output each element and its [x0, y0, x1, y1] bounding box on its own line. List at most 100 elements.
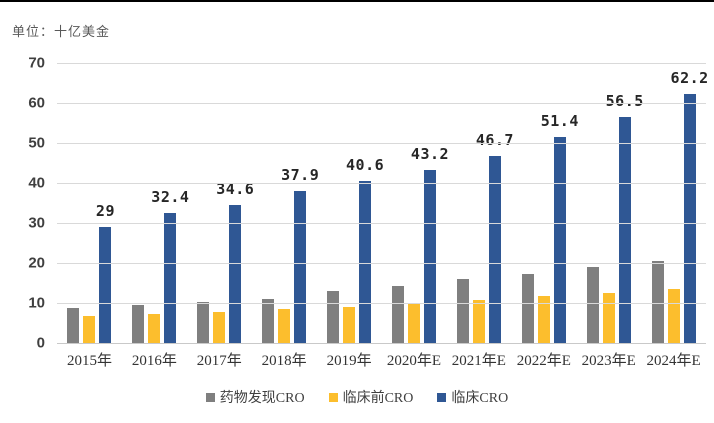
y-tick-label: 20	[28, 254, 45, 272]
bar-group: 46.7	[446, 63, 513, 343]
y-tick-label: 40	[28, 174, 45, 192]
bar-wrap	[472, 63, 485, 343]
plot-area: 29 32.4 34.6 37.9 40.6 43.2 46.7 51.4 56.5 62.2	[57, 63, 709, 344]
y-tick-label: 0	[36, 334, 45, 352]
x-tick-label: 2022年E	[516, 353, 571, 369]
bar-value-label: 37.9	[281, 166, 320, 185]
x-tick-label: 2017年	[196, 353, 242, 369]
bar-value-label: 40.6	[346, 155, 385, 174]
bar	[343, 307, 356, 343]
gridline	[57, 343, 706, 344]
bar	[618, 117, 631, 343]
bar-value-label: 62.2	[670, 69, 709, 88]
legend-label: 临床前CRO	[342, 391, 414, 406]
bar-wrap: 32.4	[151, 63, 189, 343]
bar	[553, 137, 566, 343]
bar-group: 32.4	[122, 63, 189, 343]
gridline	[57, 303, 706, 304]
bar-wrap	[132, 63, 145, 343]
bar-value-label: 29	[95, 202, 115, 220]
bar-value-label: 56.5	[605, 92, 644, 110]
legend-item: 临床CRO	[437, 387, 508, 407]
legend-swatch-icon	[205, 392, 215, 402]
gridline	[57, 183, 706, 184]
x-tick-label: 2021年E	[451, 353, 506, 369]
bar-wrap	[651, 63, 664, 343]
bar-wrap	[602, 63, 615, 343]
bar-wrap	[262, 63, 275, 343]
bar-wrap	[197, 63, 210, 343]
legend: 药物发现CRO 临床前CRO 临床CRO	[0, 386, 714, 408]
x-tick-label: 2016年	[131, 353, 177, 369]
bar-wrap: 56.5	[606, 63, 643, 343]
bar	[67, 308, 80, 343]
bar-value-label: 46.7	[475, 131, 514, 150]
gridline	[57, 263, 706, 264]
x-axis: 2015年 2016年 2017年 2018年 2019年 2020年E 2021年E 202…	[57, 349, 706, 369]
bar	[164, 213, 177, 343]
bar-wrap	[327, 63, 340, 343]
bar	[586, 267, 599, 343]
bar-value-label: 34.6	[216, 179, 255, 198]
bar-wrap	[521, 63, 534, 343]
bar	[683, 94, 696, 343]
x-tick-label: 2020年E	[386, 353, 442, 369]
bar-wrap	[278, 63, 291, 343]
bar	[423, 170, 436, 343]
bar-wrap: 46.7	[476, 63, 513, 343]
bar-wrap	[537, 63, 550, 343]
legend-swatch-icon	[328, 392, 338, 402]
bar-wrap: 43.2	[411, 63, 449, 343]
bar-wrap	[213, 63, 226, 343]
y-tick-label: 50	[28, 134, 45, 152]
bar-wrap	[391, 63, 404, 343]
bar-group: 51.4	[511, 63, 578, 343]
bar	[537, 295, 550, 343]
x-tick-label: 2024年E	[646, 353, 701, 369]
bar	[407, 304, 420, 343]
gridline	[57, 103, 706, 104]
bar-wrap: 34.6	[216, 63, 254, 343]
bar-wrap: 29	[96, 63, 114, 343]
bar	[197, 301, 210, 343]
bar	[132, 304, 145, 343]
x-tick-label: 2015年	[66, 353, 112, 369]
bar	[651, 261, 664, 343]
bar-wrap	[407, 63, 420, 343]
bar-wrap	[667, 63, 680, 343]
bar-group: 37.9	[252, 63, 319, 343]
y-tick-label: 70	[28, 54, 45, 72]
x-tick-label: 2018年	[261, 353, 307, 369]
bar	[456, 279, 469, 343]
bar-wrap	[148, 63, 161, 343]
bar-wrap	[343, 63, 356, 343]
legend-item: 药物发现CRO	[205, 387, 305, 407]
legend-label: 药物发现CRO	[219, 391, 305, 406]
bar	[229, 204, 242, 343]
bar	[148, 314, 161, 343]
bar	[602, 293, 615, 343]
x-tick-label: 2023年E	[581, 353, 636, 369]
bar-wrap	[586, 63, 599, 343]
top-border-line	[0, 0, 714, 2]
bar	[278, 309, 291, 343]
x-tick-label: 2019年	[326, 353, 372, 369]
bar-group: 29	[57, 63, 122, 343]
bar	[472, 300, 485, 343]
y-tick-label: 60	[28, 94, 45, 112]
bar-group: 43.2	[382, 63, 449, 343]
gridline	[57, 63, 706, 64]
bar-group: 62.2	[641, 63, 709, 343]
bar-wrap	[456, 63, 469, 343]
bar-group: 40.6	[317, 63, 384, 343]
y-axis: 70 60 50 40 30 20 10 0	[0, 55, 45, 352]
bar-wrap: 40.6	[346, 63, 384, 343]
legend-label: 临床CRO	[451, 391, 509, 406]
bar	[521, 274, 534, 343]
bar-group: 34.6	[187, 63, 254, 343]
bar-wrap: 37.9	[281, 63, 319, 343]
bar-wrap	[67, 63, 80, 343]
bar	[391, 285, 404, 343]
bar	[488, 156, 501, 343]
